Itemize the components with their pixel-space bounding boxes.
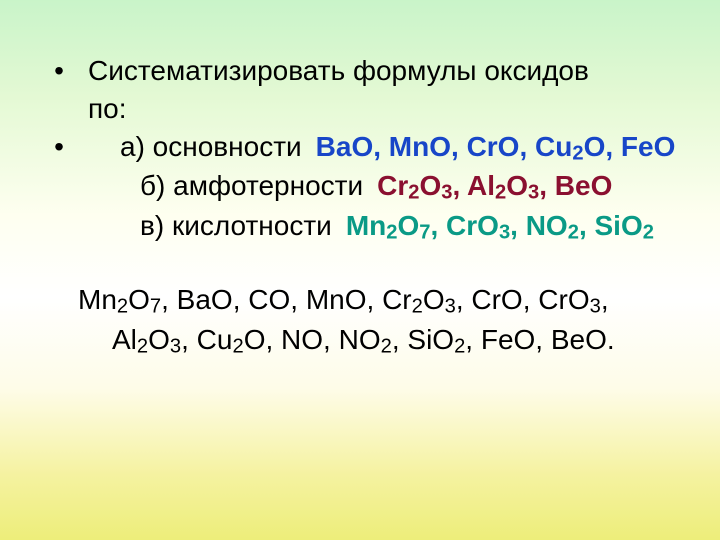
item-a-row: • а) основности BaO, MnO, CrO, Cu2O, FeO: [30, 128, 690, 168]
answer-acidic: Mn2O7, CrO3, NO2, SiO2: [346, 207, 654, 247]
formula-line-1: Mn2O7, BaO, CO, MnO, Cr2O3, CrO, CrO3,: [78, 281, 680, 321]
bullet-2: •: [30, 128, 88, 166]
slide: • Систематизировать формулы оксидов по: …: [0, 0, 720, 540]
bullet-1: •: [30, 52, 88, 90]
heading-row-1: • Систематизировать формулы оксидов: [30, 52, 690, 90]
answer-amphoteric: Cr2O3, Al2O3, BeO: [377, 167, 612, 207]
item-a-label: а) основности: [88, 128, 302, 166]
item-b-row: б) амфотерности Cr2O3, Al2O3, BeO: [30, 167, 690, 207]
answer-basic: BaO, MnO, CrO, Cu2O, FeO: [316, 128, 676, 168]
heading-row-2: по:: [30, 90, 690, 128]
formula-line-2: Al2O3, Cu2O, NO, NO2, SiO2, FeO, BeO.: [78, 321, 680, 361]
item-c-row: в) кислотности Mn2O7, CrO3, NO2, SiO2: [30, 207, 690, 247]
formula-block: Mn2O7, BaO, CO, MnO, Cr2O3, CrO, CrO3, A…: [30, 281, 690, 361]
item-c-label: в) кислотности: [140, 207, 332, 245]
spacer: [30, 247, 690, 281]
item-b-label: б) амфотерности: [140, 167, 363, 205]
heading-text-1: Систематизировать формулы оксидов: [88, 52, 589, 90]
heading-text-2: по:: [88, 90, 127, 128]
